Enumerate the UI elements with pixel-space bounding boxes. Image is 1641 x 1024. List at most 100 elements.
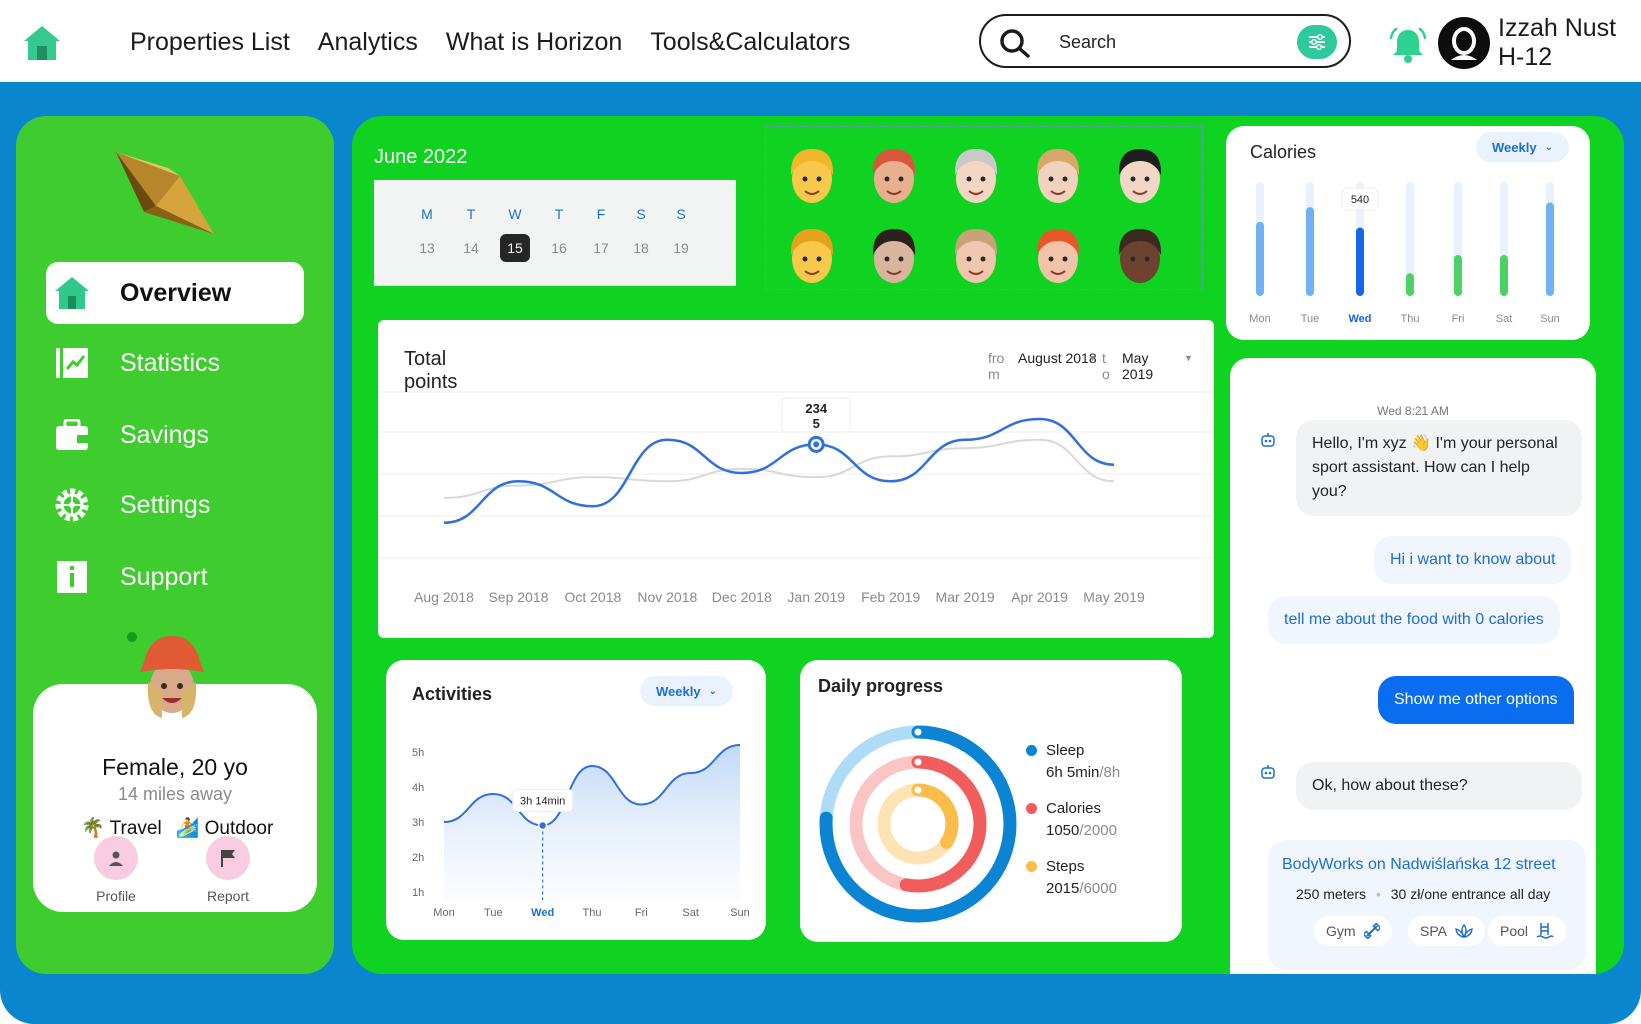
- place-title[interactable]: BodyWorks on Nadwiślańska 12 street: [1282, 856, 1556, 873]
- legend-calories: Calories 1050/2000: [1026, 798, 1117, 842]
- main-panel: June 2022 M 13 T 14 W 15 T 16 F 17 S 18 S 19 23…: [352, 116, 1624, 974]
- chevron-down-icon: ⌄: [1544, 141, 1553, 153]
- legend-steps: Steps 2015/6000: [1026, 856, 1117, 900]
- avatar-icon[interactable]: [1110, 143, 1170, 207]
- chat-timestamp: Wed 8:21 AM: [1377, 404, 1449, 418]
- activity-tooltip: [512, 789, 574, 812]
- sidebar-item-overview[interactable]: Overview: [46, 262, 304, 324]
- calorie-bar[interactable]: [1356, 227, 1364, 296]
- user-name[interactable]: Izzah Nust H-12: [1498, 14, 1617, 71]
- place-meta: 250 meters • 30 zł/one entrance all day: [1296, 886, 1551, 902]
- x-tick-label: Fri: [635, 907, 648, 919]
- x-tick-label: Mon: [1249, 313, 1270, 325]
- sidebar: Overview Statistics Savings Settings Sup…: [16, 116, 334, 974]
- dumbbell-icon: [1363, 923, 1380, 939]
- activities-title: Activities: [412, 684, 493, 704]
- calorie-bar[interactable]: [1500, 254, 1508, 296]
- chevron-down-icon[interactable]: ▼: [1088, 353, 1097, 363]
- sidebar-item-settings[interactable]: Settings: [46, 474, 304, 536]
- calorie-tooltip: [1341, 187, 1379, 211]
- calorie-bar[interactable]: [1306, 207, 1314, 296]
- avatar-icon[interactable]: [946, 223, 1006, 287]
- surf-icon: 🏄: [175, 818, 200, 839]
- x-tick-label: Oct 2018: [564, 589, 621, 605]
- avatar-icon[interactable]: [1110, 223, 1170, 287]
- avatar-icon[interactable]: [1028, 143, 1088, 207]
- activities-chart: 5h 4h 3h 2h 1h 3h 14min Mon Tue Wed Thu Fri Sat Sun: [412, 744, 750, 919]
- user-avatar[interactable]: [1438, 17, 1490, 69]
- calories-period-dropdown[interactable]: Weekly ⌄: [1476, 132, 1569, 162]
- nav-tools-calculators[interactable]: Tools&Calculators: [650, 28, 851, 56]
- sidebar-item-support[interactable]: Support: [46, 546, 304, 608]
- sidebar-item-savings[interactable]: Savings: [46, 404, 304, 466]
- activities-card: 5h 4h 3h 2h 1h 3h 14min Mon Tue Wed Thu Fri Sat Sun …: [386, 660, 766, 940]
- avatar-grid: [765, 126, 1203, 290]
- x-tick-label: Fri: [1452, 313, 1465, 325]
- tag-gym[interactable]: Gym: [1314, 916, 1392, 946]
- x-tick-label: Apr 2019: [1011, 589, 1068, 605]
- place-suggestion-card[interactable]: BodyWorks on Nadwiślańska 12 street 250 …: [1268, 840, 1586, 970]
- sliders-icon: [1309, 33, 1325, 51]
- info-icon: [52, 557, 92, 597]
- range-to-select[interactable]: May 2019: [1122, 350, 1154, 382]
- x-tick-label: Wed: [531, 907, 554, 919]
- y-tick-label: 4h: [412, 782, 424, 794]
- sidebar-item-statistics[interactable]: Statistics: [46, 332, 304, 394]
- chat-panel: Wed 8:21 AM Hello, I'm xyz 👋 I'm your pe…: [1230, 358, 1596, 974]
- calorie-bar[interactable]: [1406, 273, 1414, 296]
- person-icon: [94, 836, 138, 880]
- bell-icon[interactable]: [1387, 24, 1429, 66]
- palm-icon: 🌴: [81, 818, 105, 839]
- x-tick-label: Thu: [1401, 313, 1420, 325]
- nav-properties-list[interactable]: Properties List: [130, 28, 290, 56]
- online-status-dot: [127, 632, 137, 642]
- profile-title: Female, 20 yo: [102, 754, 248, 780]
- avatar-icon[interactable]: [1028, 223, 1088, 287]
- avatar-icon[interactable]: [864, 143, 924, 207]
- bot-icon: [1261, 433, 1275, 447]
- range-from-select[interactable]: August 2018: [1018, 350, 1097, 366]
- legend-dot: [1026, 861, 1037, 872]
- avatar-icon[interactable]: [782, 223, 842, 287]
- activities-period-dropdown[interactable]: Weekly ⌄: [640, 676, 733, 706]
- avatar-icon[interactable]: [946, 143, 1006, 207]
- x-tick-label: Sun: [1540, 313, 1560, 325]
- tooltip-value: 3h 14min: [520, 796, 565, 808]
- report-button[interactable]: Report: [198, 836, 258, 904]
- tooltip-value: 234: [805, 401, 827, 416]
- search-icon: [1000, 29, 1030, 58]
- top-bar: Properties List Analytics What is Horizo…: [0, 0, 1641, 82]
- profile-card: Female, 20 yo 14 miles away 🌴 Travel 🏄 O…: [33, 684, 317, 912]
- calorie-bar[interactable]: [1256, 221, 1264, 296]
- chat-option-button[interactable]: Show me other options: [1378, 676, 1574, 724]
- nav-analytics[interactable]: Analytics: [317, 28, 418, 56]
- tooltip-value: 5: [813, 416, 820, 431]
- home-icon: [52, 273, 92, 313]
- chevron-down-icon[interactable]: ▼: [1184, 353, 1193, 363]
- avatar-icon[interactable]: [782, 143, 842, 207]
- avatar-icon[interactable]: [864, 223, 924, 287]
- y-tick-label: 1h: [412, 887, 424, 899]
- x-tick-label: Mar 2019: [936, 589, 995, 605]
- search-input[interactable]: [1059, 28, 1259, 56]
- tag-pool[interactable]: Pool: [1488, 916, 1567, 946]
- activity-point[interactable]: [537, 820, 548, 831]
- wallet-icon: [52, 415, 92, 455]
- progress-ring-start: [912, 726, 924, 738]
- tag-spa[interactable]: SPA: [1408, 916, 1485, 946]
- range-from-label: fro m: [988, 350, 1005, 382]
- filter-button[interactable]: [1297, 25, 1337, 59]
- calorie-bar[interactable]: [1546, 202, 1554, 296]
- x-tick-label: Mon: [433, 907, 454, 919]
- legend-dot: [1026, 803, 1037, 814]
- home-icon[interactable]: [22, 24, 62, 62]
- x-tick-label: Tue: [1301, 313, 1320, 325]
- y-tick-label: 2h: [412, 852, 424, 864]
- y-tick-label: 3h: [412, 817, 424, 829]
- profile-avatar[interactable]: [134, 632, 210, 722]
- profile-button[interactable]: Profile: [86, 836, 146, 904]
- nav-what-is-horizon[interactable]: What is Horizon: [445, 28, 623, 56]
- calorie-bar[interactable]: [1454, 254, 1462, 296]
- week-calendar: M 13 T 14 W 15 T 16 F 17 S 18 S 19: [374, 180, 736, 286]
